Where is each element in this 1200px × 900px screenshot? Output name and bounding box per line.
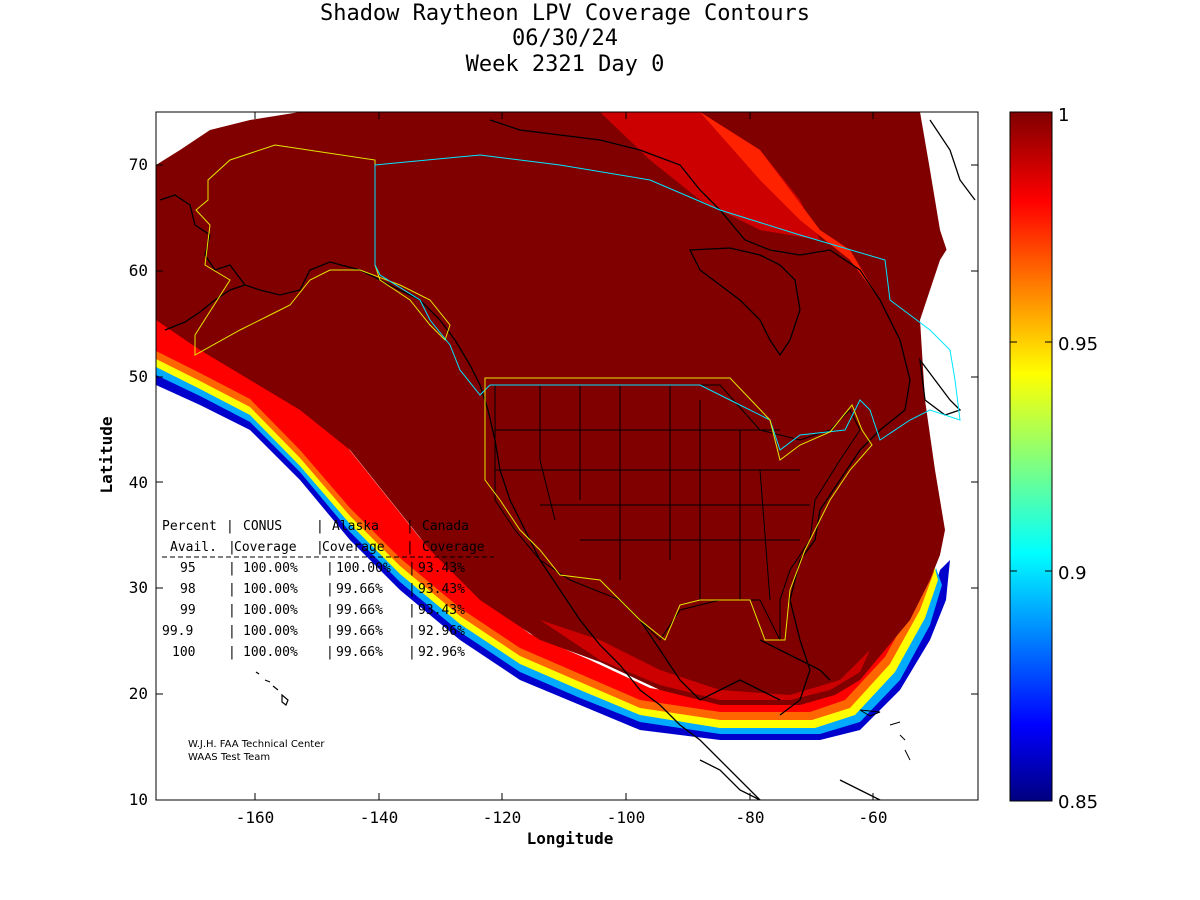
title-line-3: Week 2321 Day 0 xyxy=(465,52,665,77)
coverage-patch-south xyxy=(540,620,870,700)
table-row: 99 | 100.00% | 99.66% | 93.43% xyxy=(180,603,465,618)
table-row: 99.9 | 100.00% | 99.66% | 92.96% xyxy=(162,624,465,639)
x-axis-label: Longitude xyxy=(527,829,614,848)
colorbar-tick-label: 0.95 xyxy=(1058,334,1098,355)
y-tick-label: 30 xyxy=(129,578,148,597)
colorbar-ticks xyxy=(1010,111,1052,802)
credit-line-2: WAAS Test Team xyxy=(188,752,270,763)
y-tick-label: 60 xyxy=(129,261,148,280)
colorbar-tick-label: 1 xyxy=(1058,105,1069,126)
canada-boundary xyxy=(374,154,961,451)
colorbar xyxy=(1009,111,1053,802)
x-tick-label: -80 xyxy=(736,808,765,827)
coverage-table: Percent | CONUS | Alaska | Canada Avail. | C… xyxy=(162,519,494,660)
x-tick-label: -100 xyxy=(607,808,646,827)
plot-frame xyxy=(155,111,979,801)
hawaii-islands xyxy=(255,671,289,706)
x-tick-label: -140 xyxy=(360,808,399,827)
table-row: 100 | 100.00% | 99.66% | 92.96% xyxy=(172,645,465,660)
x-tick-label: -120 xyxy=(483,808,522,827)
x-tick-label: -60 xyxy=(859,808,888,827)
y-tick-label: 40 xyxy=(129,473,148,492)
x-ticks xyxy=(254,112,874,800)
coverage-patch-greenland xyxy=(700,112,880,300)
y-tick-label: 10 xyxy=(129,790,148,809)
y-axis-label: Latitude xyxy=(97,416,116,493)
colorbar-tick-label: 0.85 xyxy=(1058,792,1098,813)
credit-line-1: W.J.H. FAA Technical Center xyxy=(188,739,325,750)
state-boundaries xyxy=(494,384,861,641)
coverage-region xyxy=(156,112,978,705)
colorbar-tick-label: 0.9 xyxy=(1058,563,1087,584)
y-ticks xyxy=(156,164,978,801)
y-tick-label: 20 xyxy=(129,684,148,703)
title-line-1: Shadow Raytheon LPV Coverage Contours xyxy=(319,1,811,26)
conus-boundary xyxy=(484,377,873,641)
table-header-1: Percent | CONUS | Alaska | Canada xyxy=(162,519,469,534)
coverage-patch-northeast xyxy=(600,112,820,240)
x-tick-label: -160 xyxy=(236,808,275,827)
caribbean-islands xyxy=(859,709,911,761)
uncovered-region-greenland xyxy=(920,112,978,260)
title-line-2: 06/30/24 xyxy=(512,26,618,51)
coastlines xyxy=(159,119,976,800)
y-tick-label: 70 xyxy=(129,155,148,174)
table-row: 95 | 100.00% | 100.00% | 93.43% xyxy=(180,561,465,576)
y-tick-label: 50 xyxy=(129,367,148,386)
table-header-2: Avail. | Coverage | Coverage | Coverage xyxy=(170,540,485,555)
table-row: 98 | 100.00% | 99.66% | 93.43% xyxy=(180,582,465,597)
